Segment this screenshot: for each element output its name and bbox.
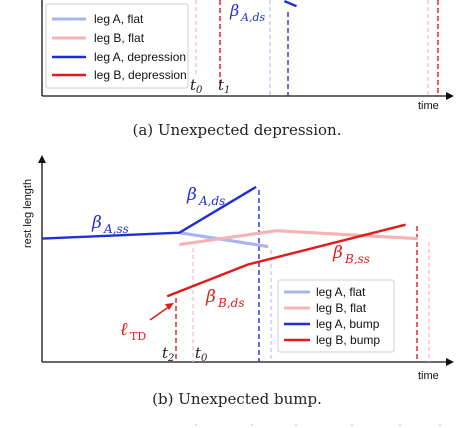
- panel-a-legend-b-flat: leg B, flat: [94, 31, 145, 45]
- panel-b-y-arrow: [38, 155, 46, 163]
- panel-a-legend: leg A, flat leg B, flat leg A, depressio…: [45, 3, 189, 89]
- panel-a-t1-symbol: t: [218, 76, 225, 94]
- panel-b-t0-symbol: t: [195, 344, 202, 362]
- panel-b-legend-b-flat: leg B, flat: [316, 301, 367, 315]
- panel-a-legend-b-dep: leg B, depression: [94, 68, 187, 82]
- panel-b-beta-bss-symbol: β: [332, 243, 343, 263]
- panel-b-t2-sub: 2: [167, 353, 174, 364]
- panel-b-plot: [41, 185, 418, 298]
- panel-a-t0-symbol: t: [190, 76, 197, 94]
- panel-b-t2-symbol: t: [162, 344, 169, 362]
- panel-b-legend-a-flat: leg A, flat: [316, 285, 366, 299]
- panel-b-beta-ads-sub: A,ds: [198, 194, 225, 208]
- panel-a-beta-ads-symbol: β: [229, 1, 239, 20]
- panel-a: time β A,ds t 0 t 1 leg A, flat leg B, f…: [41, 0, 454, 139]
- panel-b-ltd-sub: TD: [130, 330, 146, 343]
- panel-a-t0-sub: 0: [196, 85, 203, 96]
- series-line-leg-a-bump: [41, 185, 257, 240]
- panel-b-legend-a-bump: leg A, bump: [316, 317, 380, 331]
- panel-b-beta-bds-sub: B,ds: [217, 296, 244, 310]
- panel-b-beta-ass-symbol: β: [91, 213, 102, 233]
- panel-a-beta-ads-sub: A,ds: [240, 11, 265, 24]
- panel-b-ylabel: rest leg length: [22, 179, 34, 248]
- next-panel-hint: [195, 424, 441, 428]
- panel-a-caption: (a) Unexpected depression.: [133, 121, 342, 139]
- panel-b-beta-bss-sub: B,ss: [344, 252, 370, 266]
- panel-a-xlabel: time: [418, 100, 439, 112]
- panel-b-beta-bds-symbol: β: [205, 287, 216, 307]
- panel-b-xlabel: time: [418, 370, 439, 382]
- panel-b-beta-ads-symbol: β: [186, 185, 197, 205]
- panel-a-legend-a-dep: leg A, depression: [94, 50, 186, 64]
- series-line-leg-a-depression: [283, 0, 297, 8]
- panel-b-legend: leg A, flat leg B, flat leg A, bump leg …: [277, 279, 395, 353]
- panel-b: time rest leg length β A,ss β A,ds β B,d…: [22, 155, 454, 408]
- panel-b-ltd-arrowhead: [165, 303, 174, 310]
- panel-b-x-arrow: [446, 358, 454, 366]
- panel-a-legend-box: [45, 3, 189, 89]
- panel-b-t0-sub: 0: [201, 353, 208, 364]
- panel-b-ltd-arrow: [149, 305, 171, 321]
- panel-b-caption: (b) Unexpected bump.: [152, 390, 322, 408]
- panel-b-ltd-symbol: ℓ: [120, 319, 128, 340]
- series-line-leg-b-flat: [179, 229, 418, 247]
- panel-b-legend-b-bump: leg B, bump: [316, 333, 380, 347]
- panel-a-legend-a-flat: leg A, flat: [94, 12, 144, 26]
- series-line-leg-b-bump: [166, 223, 406, 298]
- panel-a-plot: [283, 0, 297, 8]
- panel-b-legend-box: [277, 279, 395, 353]
- panel-a-t1-sub: 1: [224, 85, 230, 96]
- panel-a-x-arrow: [446, 92, 454, 100]
- panel-b-beta-ass-sub: A,ss: [103, 222, 129, 236]
